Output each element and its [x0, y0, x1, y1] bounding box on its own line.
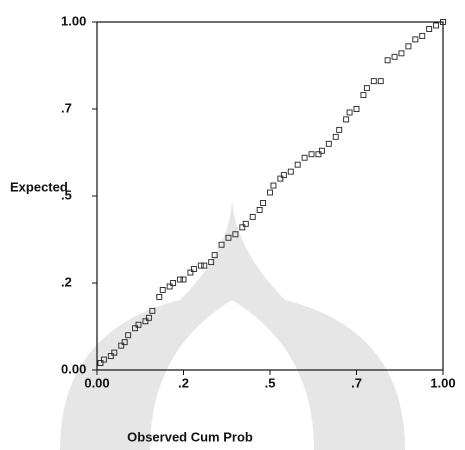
point [412, 36, 419, 43]
x-axis-label: Observed Cum Prob [127, 429, 253, 444]
point [197, 262, 204, 269]
y-tick-label: 1.00 [61, 13, 86, 28]
point [332, 133, 339, 140]
point [177, 276, 183, 283]
point [433, 22, 440, 29]
point [97, 360, 104, 366]
point [294, 161, 301, 168]
point [391, 53, 398, 60]
point [211, 252, 218, 259]
point [149, 307, 156, 314]
y-tick-label: 0.00 [61, 361, 86, 376]
point [405, 43, 412, 50]
point [353, 106, 360, 112]
x-tick-label: 0.00 [84, 375, 109, 390]
point [242, 220, 249, 227]
point [260, 200, 267, 206]
y-axis-label: Expected [10, 179, 68, 194]
point [301, 154, 308, 161]
point [270, 182, 277, 189]
x-tick-label: .5 [265, 375, 276, 390]
point [100, 356, 107, 363]
point [249, 213, 256, 220]
point [145, 314, 152, 321]
point [132, 325, 139, 332]
x-tick-label: .7 [351, 375, 362, 390]
point [287, 168, 294, 175]
point [377, 78, 384, 85]
point [166, 283, 173, 290]
point [225, 234, 232, 241]
point [370, 78, 377, 85]
point [277, 175, 284, 182]
watermark [60, 200, 405, 450]
y-tick-label: .2 [61, 274, 72, 289]
point [135, 321, 142, 328]
point [360, 92, 367, 99]
point [384, 57, 391, 64]
point [318, 147, 325, 154]
point [190, 266, 197, 273]
point [239, 224, 246, 231]
point [187, 269, 194, 276]
point [208, 259, 215, 266]
point [336, 126, 343, 133]
point [170, 280, 177, 286]
point [142, 318, 149, 325]
point [118, 342, 125, 349]
point [159, 287, 166, 293]
point [398, 50, 405, 57]
point [426, 26, 433, 32]
point [343, 116, 350, 123]
point [346, 109, 353, 116]
point [256, 206, 263, 213]
point [180, 276, 187, 283]
point [315, 151, 322, 158]
point [440, 19, 446, 25]
point [280, 172, 287, 179]
point [201, 262, 208, 269]
y-tick-label: .5 [61, 187, 72, 202]
point [218, 241, 225, 248]
point [232, 231, 239, 238]
point [111, 349, 118, 356]
y-tick-label: .7 [61, 100, 72, 115]
x-tick-label: .2 [178, 375, 189, 390]
point [267, 189, 273, 196]
point [419, 32, 426, 39]
x-tick-label: 1.00 [430, 375, 455, 390]
point [125, 332, 132, 339]
point [325, 140, 332, 147]
point [107, 353, 114, 360]
point [363, 85, 370, 92]
point [308, 151, 315, 158]
point [156, 293, 163, 300]
point [121, 339, 128, 346]
